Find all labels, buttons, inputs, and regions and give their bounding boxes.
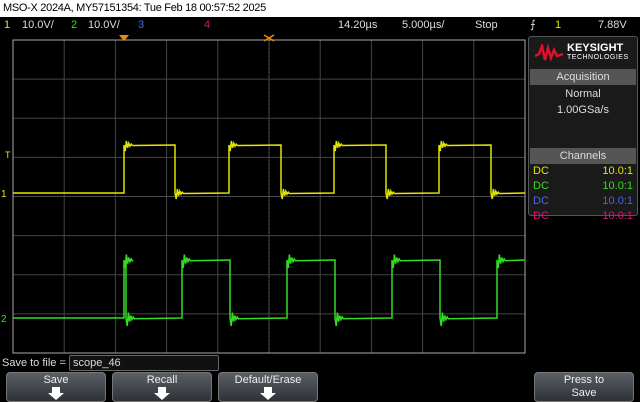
arrow-down-icon	[260, 387, 276, 400]
acquisition-header: Acquisition	[530, 69, 636, 85]
ch2-waveform	[13, 254, 526, 327]
coupling: DC	[533, 210, 549, 222]
rising-edge-icon: ⨍	[530, 19, 536, 31]
keysight-logo: KEYSIGHT TECHNOLOGIES	[529, 37, 637, 69]
arrow-down-icon	[154, 387, 170, 400]
press-to-save-softkey[interactable]: Press to Save	[534, 372, 634, 402]
acquisition-mode: Normal	[565, 88, 601, 100]
probe-ratio: 10.0:1	[602, 165, 633, 177]
save-softkey[interactable]: Save	[6, 372, 106, 402]
channel-row-1: DC 10.0:1	[529, 164, 637, 179]
timebase-scale: 5.000µs/	[402, 19, 445, 31]
probe-ratio: 10.0:1	[602, 180, 633, 192]
graticule	[12, 39, 526, 354]
probe-ratio: 10.0:1	[602, 210, 633, 222]
channel-row-3: DC 10.0:1	[529, 194, 637, 209]
trigger-source: 1	[555, 19, 562, 31]
status-bar: 1 10.0V/ 2 10.0V/ 3 4 14.20µs 5.000µs/ S…	[0, 17, 640, 34]
trigger-level-marker: T	[5, 150, 11, 160]
default-erase-softkey[interactable]: Default/Erase	[218, 372, 318, 402]
ch1-scale: 10.0V/	[22, 19, 54, 31]
coupling: DC	[533, 195, 549, 207]
save-to-file-label: Save to file =	[2, 357, 66, 369]
sample-rate: 1.00GSa/s	[557, 104, 609, 116]
default-erase-label: Default/Erase	[234, 374, 302, 386]
filename-field[interactable]: scope_46	[68, 355, 219, 371]
coupling: DC	[533, 165, 549, 177]
ch1-ground-marker: 1	[1, 189, 7, 200]
channels-header: Channels	[530, 148, 636, 164]
ch4-number[interactable]: 4	[204, 19, 211, 31]
ch2-scale: 10.0V/	[88, 19, 120, 31]
horizontal-delay: 14.20µs	[338, 19, 378, 31]
ch1-number[interactable]: 1	[4, 19, 11, 31]
info-panel: KEYSIGHT TECHNOLOGIES Acquisition Normal…	[528, 36, 638, 222]
ch3-number[interactable]: 3	[138, 19, 145, 31]
brand-name: KEYSIGHT	[567, 42, 624, 54]
ch1-waveform	[13, 140, 526, 200]
brand-sub: TECHNOLOGIES	[567, 54, 629, 61]
recall-softkey[interactable]: Recall	[112, 372, 212, 402]
ch2-number[interactable]: 2	[71, 19, 78, 31]
coupling: DC	[533, 180, 549, 192]
waveform-display[interactable]: T 1 2	[0, 34, 530, 356]
recall-label: Recall	[146, 374, 178, 386]
trigger-level: 7.88V	[598, 19, 627, 31]
arrow-down-icon	[48, 387, 64, 400]
delay-marker	[263, 34, 275, 42]
channel-row-2: DC 10.0:1	[529, 179, 637, 194]
window-title: MSO-X 2024A, MY57151354: Tue Feb 18 00:5…	[0, 0, 640, 17]
run-state: Stop	[475, 19, 498, 31]
press-label: Press to	[563, 374, 605, 386]
ch2-ground-marker: 2	[1, 314, 7, 325]
save-to-file: Save to file = scope_46	[2, 355, 219, 371]
trigger-position-marker	[119, 35, 129, 41]
probe-ratio: 10.0:1	[602, 195, 633, 207]
channel-row-4: DC 10.0:1	[529, 209, 637, 224]
save-label: Save	[571, 387, 597, 399]
save-label: Save	[43, 374, 69, 386]
